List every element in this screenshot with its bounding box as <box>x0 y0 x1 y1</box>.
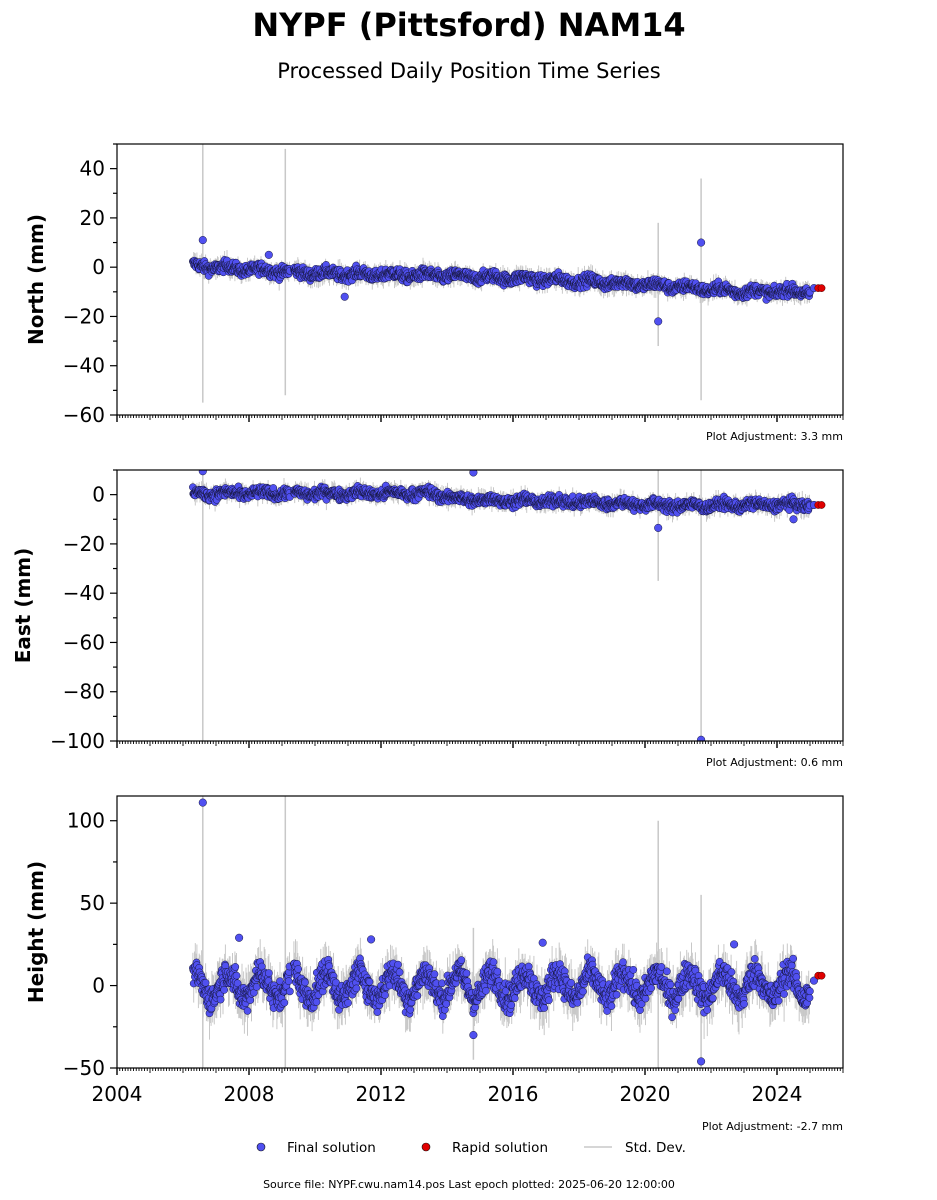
final-point-outlier <box>697 735 706 741</box>
y-tick-label: −80 <box>63 680 105 704</box>
y-tick-label: −100 <box>50 729 105 753</box>
y-axis-label: North (mm) <box>24 214 48 345</box>
final-point-outlier <box>654 523 663 532</box>
figure-subtitle: Processed Daily Position Time Series <box>277 59 661 83</box>
y-tick-label: −60 <box>63 403 105 427</box>
y-tick-label: −20 <box>63 532 105 556</box>
y-tick-label: 0 <box>92 255 105 279</box>
panel-1: 40 20 0 −20 −40 −60 North (mm) Plot Adjustment:… <box>24 143 844 443</box>
rapid-point <box>817 284 826 292</box>
final-solution-points <box>189 236 819 326</box>
panels: 40 20 0 −20 −40 −60 North (mm) Plot Adjustment:… <box>11 143 844 1133</box>
y-tick-label: −40 <box>63 581 105 605</box>
plot-adjustment-note: Plot Adjustment: 3.3 mm <box>706 430 843 443</box>
y-tick-label: 40 <box>80 157 105 181</box>
y-tick-label: −40 <box>63 354 105 378</box>
final-point-outlier <box>264 250 273 259</box>
rapid-point <box>817 501 826 509</box>
final-point-outlier <box>469 470 478 477</box>
plot-area <box>189 470 826 741</box>
final-point-outlier <box>697 238 706 247</box>
final-point-outlier <box>198 470 207 476</box>
y-tick-label: −60 <box>63 630 105 654</box>
final-point-outlier <box>340 292 349 301</box>
figure-title: NYPF (Pittsford) NAM14 <box>252 6 685 44</box>
y-tick-label: 0 <box>92 483 105 507</box>
y-tick-label: −20 <box>63 304 105 328</box>
final-solution-points <box>189 470 819 741</box>
final-point-outlier <box>654 317 663 326</box>
final-point-outlier <box>198 236 207 245</box>
plot-area <box>189 144 826 403</box>
y-tick-label: 20 <box>80 206 105 230</box>
final-point-outlier <box>789 515 798 524</box>
